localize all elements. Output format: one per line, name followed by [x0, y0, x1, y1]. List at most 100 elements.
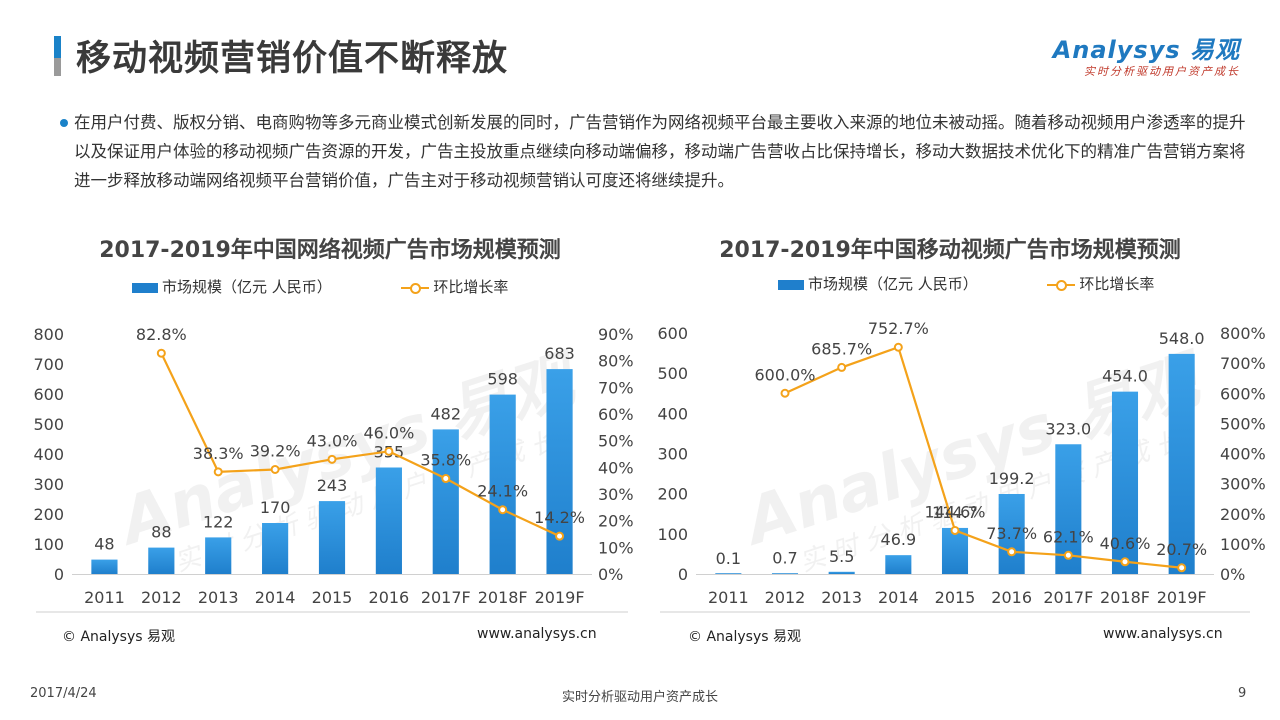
chart2-x-tick: 2014 [878, 588, 919, 607]
chart2-bar [1168, 353, 1195, 574]
chart1-bar-label: 48 [94, 535, 114, 554]
chart1-y-left-tick: 600 [33, 385, 64, 404]
chart1-bar [318, 501, 346, 574]
chart2-bar-label: 0.1 [716, 549, 741, 568]
chart2-growth-label: 600.0% [754, 365, 815, 384]
chart1-y-right-tick: 50% [598, 432, 634, 451]
chart1-bar [262, 523, 289, 574]
chart1-x-tick: 2011 [84, 588, 125, 607]
chart2-x-tick: 2012 [765, 588, 806, 607]
chart2-growth-point [950, 525, 960, 535]
chart2-growth-label: 40.6% [1100, 534, 1151, 553]
chart2-y-left-tick: 400 [657, 404, 688, 423]
chart1-x-tick: 2015 [312, 588, 353, 607]
chart2-growth-label: 144.6% [924, 502, 985, 521]
chart2-growth-point [780, 388, 790, 398]
footer-page-number: 9 [1238, 686, 1247, 701]
chart1-bar [205, 537, 232, 574]
chart1-y-left-tick: 300 [33, 475, 64, 494]
chart1-bar-label: 122 [203, 512, 234, 531]
chart2-x-tick: 2011 [708, 588, 749, 607]
bullet-icon [60, 119, 68, 127]
chart2-bar [885, 555, 912, 574]
chart2-y-left-tick: 300 [657, 445, 688, 464]
chart1-y-right-tick: 0% [598, 565, 623, 584]
chart1-y-left-tick: 400 [33, 445, 64, 464]
chart1-y-right-tick: 80% [598, 352, 634, 371]
chart2-bar-label: 5.5 [829, 547, 854, 566]
chart1-x-tick: 2018F [478, 588, 528, 607]
chart1-y-left-tick: 800 [33, 325, 64, 344]
footer-date: 2017/4/24 [30, 686, 97, 701]
chart2-bar [828, 571, 855, 574]
chart1-legend-bar-label: 市场规模（亿元 人民币） [162, 278, 332, 296]
chart1-bar-label: 243 [317, 476, 348, 495]
chart1-y-left-tick: 200 [33, 505, 64, 524]
chart1-x-tick: 2016 [369, 588, 410, 607]
chart1-bar [489, 394, 516, 574]
logo-slogan: 实时分析驱动用户资产成长 [1084, 65, 1240, 78]
chart2-growth-label: 685.7% [811, 339, 872, 358]
chart1-y-right-tick: 40% [598, 458, 634, 477]
chart1-bar-label: 170 [260, 498, 291, 517]
chart2-x-tick: 2013 [821, 588, 862, 607]
chart2-y-right-tick: 500% [1220, 414, 1266, 433]
chart2-y-left-tick: 600 [657, 324, 688, 343]
chart2-x-tick: 2018F [1100, 588, 1150, 607]
legend-line-swatch [401, 282, 430, 294]
chart1-site: www.analysys.cn [477, 626, 597, 642]
chart1-growth-label: 39.2% [250, 441, 301, 460]
chart2-y-right-tick: 100% [1220, 535, 1266, 554]
chart2-y-right-tick: 600% [1220, 384, 1266, 403]
chart2-bar-label: 46.9 [881, 530, 917, 549]
chart2-copyright: © Analysys 易观 [688, 629, 801, 645]
chart2-title: 2017-2019年中国移动视频广告市场规模预测 [719, 238, 1181, 263]
chart1-growth-point [156, 348, 166, 358]
chart1-x-tick: 2019F [535, 588, 585, 607]
chart1-x-tick: 2012 [141, 588, 182, 607]
chart1-growth-label: 38.3% [193, 444, 244, 463]
chart2-y-left-tick: 500 [657, 364, 688, 383]
chart1-y-right-tick: 30% [598, 485, 634, 504]
chart1-growth-point [384, 446, 394, 456]
chart1-growth-line [160, 352, 561, 538]
footer-slogan: 实时分析驱动用户资产成长 [561, 690, 718, 705]
chart1-legend: 市场规模（亿元 人民币） 环比增长率 [132, 276, 508, 297]
chart1-growth-label: 46.0% [363, 423, 414, 442]
chart1-growth-point [213, 467, 223, 477]
chart2-bar-label: 0.7 [772, 549, 797, 568]
chart1-growth-label: 24.1% [477, 482, 528, 501]
chart2-y-right-tick: 400% [1220, 445, 1266, 464]
chart2-y-left-tick: 200 [657, 485, 688, 504]
chart2-bar [715, 573, 742, 574]
chart2-legend-bar-label: 市场规模（亿元 人民币） [808, 275, 978, 293]
chart2-growth-point [1063, 550, 1073, 560]
description-paragraph: 在用户付费、版权分销、电商购物等多元商业模式创新发展的同时，广告营销作为网络视频… [60, 108, 1254, 195]
legend-bar-swatch [778, 279, 804, 290]
chart2-x-tick: 2017F [1043, 588, 1093, 607]
chart2-y-right-tick: 200% [1220, 505, 1266, 524]
legend-bar-swatch [132, 282, 158, 293]
chart2-bar-label: 454.0 [1102, 367, 1148, 386]
chart1-bar [432, 429, 459, 574]
chart2-x-tick: 2016 [991, 588, 1032, 607]
chart1-y-left-tick: 500 [33, 415, 64, 434]
chart1-bar [91, 559, 118, 574]
chart1-y-left-tick: 0 [54, 565, 64, 584]
chart1-y-left-tick: 100 [33, 535, 64, 554]
chart1-bar [148, 547, 175, 574]
chart1-growth-point [270, 464, 280, 474]
chart2-y-right-tick: 300% [1220, 475, 1266, 494]
analysys-logo: Analysys 易观 实时分析驱动用户资产成长 [1053, 30, 1240, 79]
page-title: 移动视频营销价值不断释放 [76, 39, 509, 79]
chart2-bar [998, 493, 1025, 574]
chart1-x-tick: 2013 [198, 588, 239, 607]
chart1-bar-label: 88 [151, 523, 171, 542]
chart1-growth-point [555, 531, 565, 541]
chart1-y-right-tick: 20% [598, 512, 634, 531]
description-text: 在用户付费、版权分销、电商购物等多元商业模式创新发展的同时，广告营销作为网络视频… [74, 113, 1246, 190]
chart2-y-right-tick: 700% [1220, 354, 1266, 373]
chart1-legend-line-label: 环比增长率 [433, 278, 509, 296]
